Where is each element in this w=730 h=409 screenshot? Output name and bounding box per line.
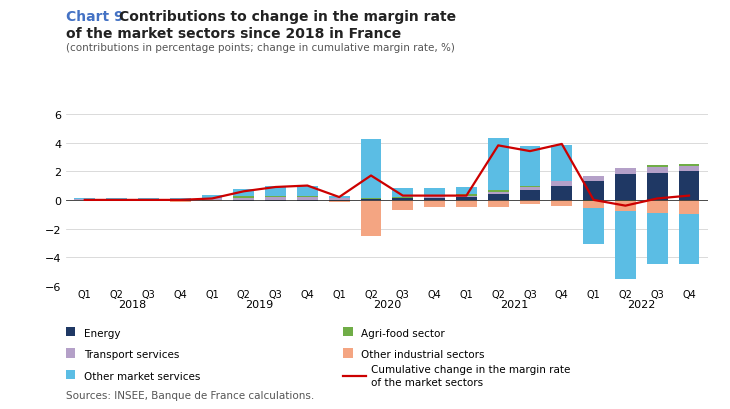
Bar xyxy=(615,169,636,175)
Bar xyxy=(201,196,223,198)
Bar xyxy=(424,198,445,200)
Bar xyxy=(647,166,667,168)
Bar xyxy=(583,177,604,182)
Bar xyxy=(361,201,381,237)
Bar xyxy=(583,208,604,244)
Bar xyxy=(234,197,254,198)
Bar xyxy=(393,198,413,199)
Bar xyxy=(393,200,413,210)
Bar xyxy=(361,139,381,198)
Text: 2021: 2021 xyxy=(500,299,529,309)
Bar xyxy=(328,196,350,198)
Bar xyxy=(297,196,318,197)
Bar xyxy=(234,198,254,200)
Text: 2018: 2018 xyxy=(118,299,147,309)
Text: Sources: INSEE, Banque de France calculations.: Sources: INSEE, Banque de France calcula… xyxy=(66,390,314,400)
Text: (contributions in percentage points; change in cumulative margin rate, %): (contributions in percentage points; cha… xyxy=(66,43,455,53)
Bar xyxy=(328,199,350,200)
Bar xyxy=(647,168,667,173)
Bar xyxy=(265,198,286,200)
Bar xyxy=(138,198,158,200)
Text: Transport services: Transport services xyxy=(84,350,180,360)
Bar xyxy=(107,200,127,201)
Bar xyxy=(679,215,699,265)
Bar xyxy=(265,200,286,202)
Bar xyxy=(297,200,318,201)
Bar xyxy=(520,200,540,204)
Bar xyxy=(107,198,127,200)
Bar xyxy=(74,198,95,200)
Bar xyxy=(615,200,636,202)
Bar xyxy=(456,200,477,208)
Bar xyxy=(424,188,445,196)
Text: 2019: 2019 xyxy=(245,299,274,309)
Bar xyxy=(679,167,699,172)
Bar xyxy=(328,198,350,199)
Bar xyxy=(201,198,223,199)
Bar xyxy=(361,198,381,200)
Bar xyxy=(488,200,509,208)
Bar xyxy=(551,186,572,200)
Bar xyxy=(170,201,191,202)
Bar xyxy=(583,201,604,208)
Bar xyxy=(488,193,509,195)
Text: 2020: 2020 xyxy=(373,299,401,309)
Bar xyxy=(647,173,667,200)
Text: Chart 9: Chart 9 xyxy=(66,10,128,24)
Text: of the market sectors since 2018 in France: of the market sectors since 2018 in Fran… xyxy=(66,27,401,40)
Bar xyxy=(679,172,699,200)
Bar xyxy=(615,202,636,212)
Bar xyxy=(297,198,318,200)
Text: Agri-food sector: Agri-food sector xyxy=(361,328,445,338)
Bar xyxy=(393,189,413,198)
Bar xyxy=(265,196,286,197)
Bar xyxy=(583,182,604,200)
Bar xyxy=(265,197,286,198)
Bar xyxy=(520,147,540,187)
Text: 2022: 2022 xyxy=(627,299,656,309)
Bar xyxy=(361,200,381,201)
Bar xyxy=(551,146,572,182)
Bar xyxy=(456,198,477,200)
Bar xyxy=(679,164,699,167)
Bar xyxy=(265,186,286,196)
Bar xyxy=(201,199,223,200)
Bar xyxy=(520,187,540,191)
Text: Cumulative change in the margin rate
of the market sectors: Cumulative change in the margin rate of … xyxy=(371,364,570,387)
Text: Other industrial sectors: Other industrial sectors xyxy=(361,350,485,360)
Bar xyxy=(488,139,509,191)
Bar xyxy=(138,200,158,201)
Bar xyxy=(424,197,445,198)
Bar xyxy=(456,187,477,195)
Text: Contributions to change in the margin rate: Contributions to change in the margin ra… xyxy=(119,10,456,24)
Text: Other market services: Other market services xyxy=(84,371,200,381)
Bar xyxy=(297,186,318,196)
Bar xyxy=(488,191,509,193)
Bar xyxy=(424,196,445,197)
Bar xyxy=(551,200,572,206)
Bar xyxy=(647,200,667,213)
Bar xyxy=(520,191,540,200)
Bar xyxy=(424,200,445,208)
Bar xyxy=(201,200,223,202)
Bar xyxy=(456,196,477,198)
Text: Energy: Energy xyxy=(84,328,120,338)
Bar xyxy=(234,190,254,197)
Bar xyxy=(615,212,636,279)
Bar xyxy=(170,198,191,200)
Bar xyxy=(328,201,350,202)
Bar xyxy=(615,175,636,200)
Bar xyxy=(170,200,191,201)
Bar xyxy=(328,200,350,201)
Bar xyxy=(647,213,667,265)
Bar xyxy=(393,199,413,200)
Bar xyxy=(297,197,318,198)
Bar xyxy=(456,195,477,196)
Bar xyxy=(583,200,604,201)
Bar xyxy=(234,201,254,202)
Bar xyxy=(679,200,699,215)
Bar xyxy=(234,200,254,201)
Bar xyxy=(488,195,509,200)
Bar xyxy=(551,182,572,186)
